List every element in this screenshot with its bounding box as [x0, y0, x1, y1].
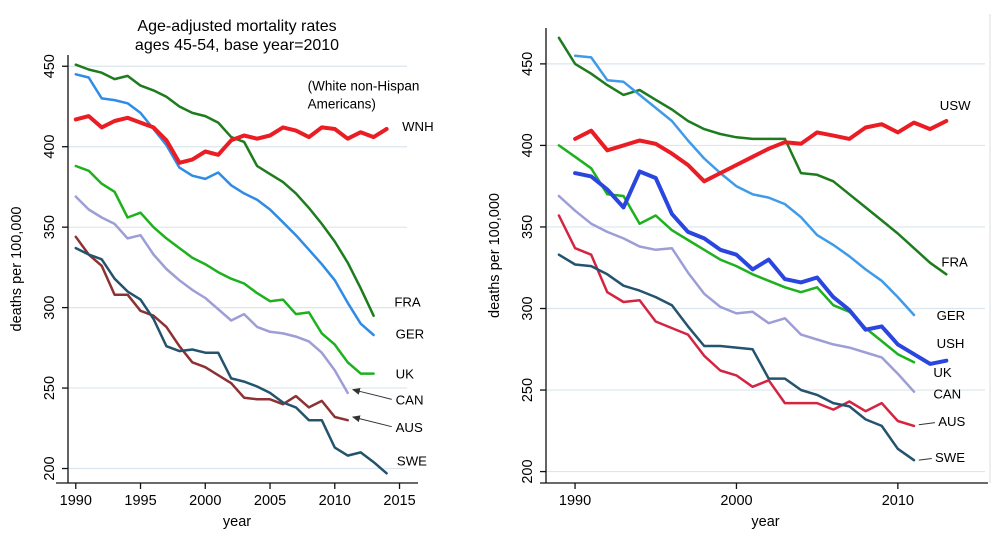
series-line-FRA [74, 63, 375, 317]
y-axis-title: deaths per 100,000 [9, 207, 25, 332]
right-chart: 200 250 300 350 400 450 1990 2000 2010 deaths per… [487, 14, 991, 530]
series-label-UK: UK [396, 367, 415, 382]
left-chart: 200 250 300 350 400 450 1990 1995 2000 2005 2010 20… [9, 18, 434, 530]
series-line-WNH [73, 114, 389, 165]
annotation-line-2: Americans) [308, 96, 376, 111]
label-leader-SWE [918, 458, 932, 461]
y-tick-label: 450 [520, 52, 536, 76]
x-tick-label: 1990 [559, 493, 591, 509]
series-line-USH [573, 169, 949, 366]
series-label-AUS: AUS [938, 414, 965, 429]
series-label-CAN: CAN [396, 392, 424, 407]
series-line-CAN [74, 195, 349, 395]
annotation-line-1: (White non-Hispan [308, 78, 420, 93]
series-line-UK [74, 164, 375, 375]
series-label-UK: UK [933, 365, 952, 380]
y-tick-label: 300 [42, 296, 58, 320]
y-tick-label: 300 [520, 296, 536, 320]
y-tick-label: 400 [520, 133, 536, 157]
x-tick-label: 2005 [254, 493, 286, 509]
y-tick-label: 200 [520, 459, 536, 483]
chart-title-line-1: Age-adjusted mortality rates [137, 18, 336, 35]
label-arrow-CAN [351, 387, 392, 400]
x-tick-label: 2015 [383, 493, 415, 509]
series-label-CAN: CAN [933, 386, 961, 401]
y-tick-label: 350 [42, 215, 58, 239]
label-leader-AUS [918, 422, 936, 426]
y-tick-label: 450 [42, 54, 58, 78]
series-label-AUS: AUS [396, 420, 423, 435]
series-label-GER: GER [937, 308, 966, 323]
series-line-FRA [557, 36, 948, 276]
y-tick-label: 250 [42, 376, 58, 400]
series-line-SWE [557, 253, 916, 462]
x-axis-title: year [751, 514, 779, 530]
series-line-GER [573, 54, 916, 317]
x-tick-label: 2000 [720, 493, 752, 509]
series-label-USW: USW [940, 98, 971, 113]
chart-title-line-2: ages 45-54, base year=2010 [135, 37, 339, 54]
x-tick-label: 2010 [882, 493, 914, 509]
series-label-FRA: FRA [941, 254, 968, 269]
series-label-USH: USH [937, 336, 965, 351]
series-line-SWE [74, 246, 388, 475]
series-label-FRA: FRA [394, 294, 421, 309]
series-line-USW [573, 119, 949, 184]
y-axis-title: deaths per 100,000 [487, 193, 503, 318]
series-label-SWE: SWE [935, 450, 965, 465]
series-line-GER [74, 73, 375, 337]
y-tick-label: 400 [42, 135, 58, 159]
y-tick-label: 250 [520, 378, 536, 402]
series-label-GER: GER [396, 326, 425, 341]
series-line-AUS [557, 214, 916, 428]
series-line-CAN [557, 194, 916, 393]
y-tick-label: 350 [520, 215, 536, 239]
series-label-SWE: SWE [397, 454, 427, 469]
x-tick-label: 1995 [124, 493, 156, 509]
x-tick-label: 2000 [189, 493, 221, 509]
label-arrow-AUS [351, 415, 392, 428]
series-label-WNH: WNH [402, 119, 434, 134]
series-line-AUS [74, 235, 349, 422]
y-tick-label: 200 [42, 456, 58, 480]
x-tick-label: 1990 [60, 493, 92, 509]
x-tick-label: 2010 [319, 493, 351, 509]
x-axis-title: year [223, 514, 251, 530]
